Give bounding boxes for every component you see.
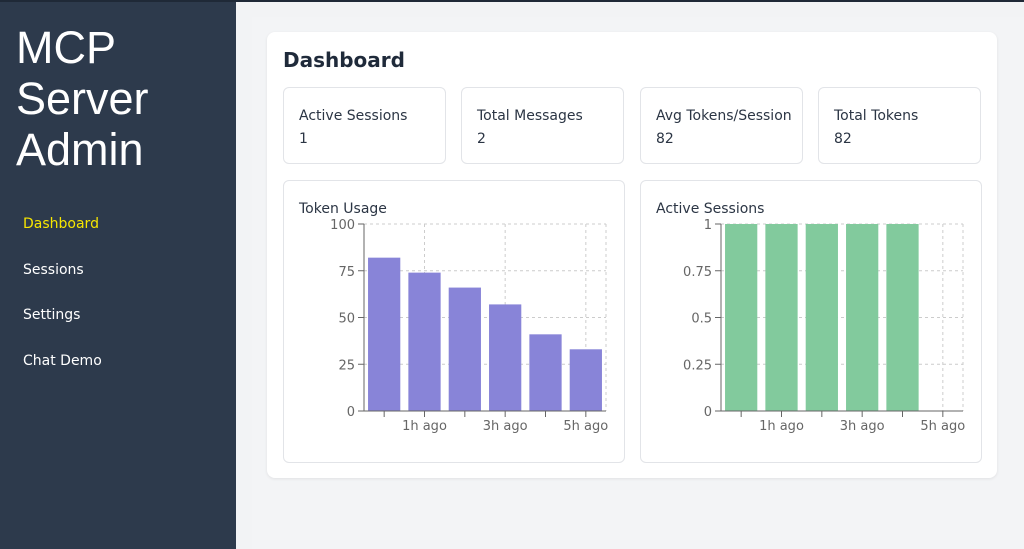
chart-title: Token Usage [299, 201, 387, 217]
sidebar-item-sessions[interactable]: Sessions [23, 261, 84, 278]
stat-value: 2 [477, 131, 486, 147]
y-tick-label: 100 [330, 218, 355, 233]
x-tick-label: 5h ago [563, 419, 608, 434]
y-tick-label: 50 [338, 312, 355, 327]
x-tick-label: 1h ago [402, 419, 447, 434]
x-tick-label: 3h ago [483, 419, 528, 434]
active-sessions-chart-svg: 0 0.25 0.5 0.75 1 1h ago 3h ago 5h ago [683, 218, 965, 434]
bar [846, 224, 879, 411]
x-tick-label: 3h ago [840, 419, 885, 434]
sidebar-item-chat-demo[interactable]: Chat Demo [23, 352, 102, 369]
y-tick-label: 1 [704, 218, 712, 233]
stat-label: Total Tokens [834, 108, 919, 124]
sidebar-nav: Dashboard Sessions Settings Chat Demo [23, 216, 102, 398]
bar [408, 272, 441, 411]
y-tick-label: 0.25 [683, 358, 712, 373]
bar [765, 224, 798, 411]
sidebar: MCP Server Admin Dashboard Sessions Sett… [0, 2, 236, 549]
stat-label: Active Sessions [299, 108, 408, 124]
bar [725, 224, 758, 411]
stat-label: Avg Tokens/Session [656, 108, 792, 124]
stat-card-active-sessions: Active Sessions 1 [283, 87, 446, 164]
bar [368, 257, 401, 411]
y-tick-label: 25 [338, 358, 355, 373]
active-sessions-chart: Active Sessions 0 0.25 0.5 0.75 1 1h ago 3h ag… [640, 180, 982, 463]
x-tick-label: 1h ago [759, 419, 804, 434]
page-title: Dashboard [283, 48, 405, 72]
bar [529, 334, 562, 411]
stat-card-total-tokens: Total Tokens 82 [818, 87, 981, 164]
token-usage-chart-svg: 0 25 50 75 100 1h ago 3h ago 5h ago [330, 218, 608, 434]
chart-title: Active Sessions [656, 201, 765, 217]
chart-grid [364, 223, 607, 411]
token-usage-chart: Token Usage 0 25 50 75 100 1h ago 3h ago 5h ago [283, 180, 625, 463]
stat-value: 82 [834, 131, 852, 147]
sidebar-item-settings[interactable]: Settings [23, 307, 81, 323]
stat-value: 1 [299, 131, 308, 147]
window-top-border [0, 0, 1024, 2]
stat-label: Total Messages [477, 108, 583, 124]
dashboard-card: Dashboard Active Sessions 1 Total Messag… [267, 32, 997, 478]
y-tick-label: 0 [704, 405, 712, 420]
y-tick-label: 0.5 [691, 312, 712, 327]
bar [489, 304, 522, 411]
stat-value: 82 [656, 131, 674, 147]
sidebar-item-dashboard[interactable]: Dashboard [23, 216, 99, 232]
stat-card-avg-tokens: Avg Tokens/Session 82 [640, 87, 803, 164]
y-tick-label: 75 [338, 265, 355, 280]
y-tick-label: 0.75 [683, 265, 712, 280]
bar [448, 287, 481, 411]
stat-card-total-messages: Total Messages 2 [461, 87, 624, 164]
y-tick-label: 0 [347, 405, 355, 420]
bar [886, 224, 919, 411]
bar [805, 224, 838, 411]
bar [569, 349, 602, 411]
app-title: MCP Server Admin [16, 22, 149, 175]
x-tick-label: 5h ago [920, 419, 965, 434]
